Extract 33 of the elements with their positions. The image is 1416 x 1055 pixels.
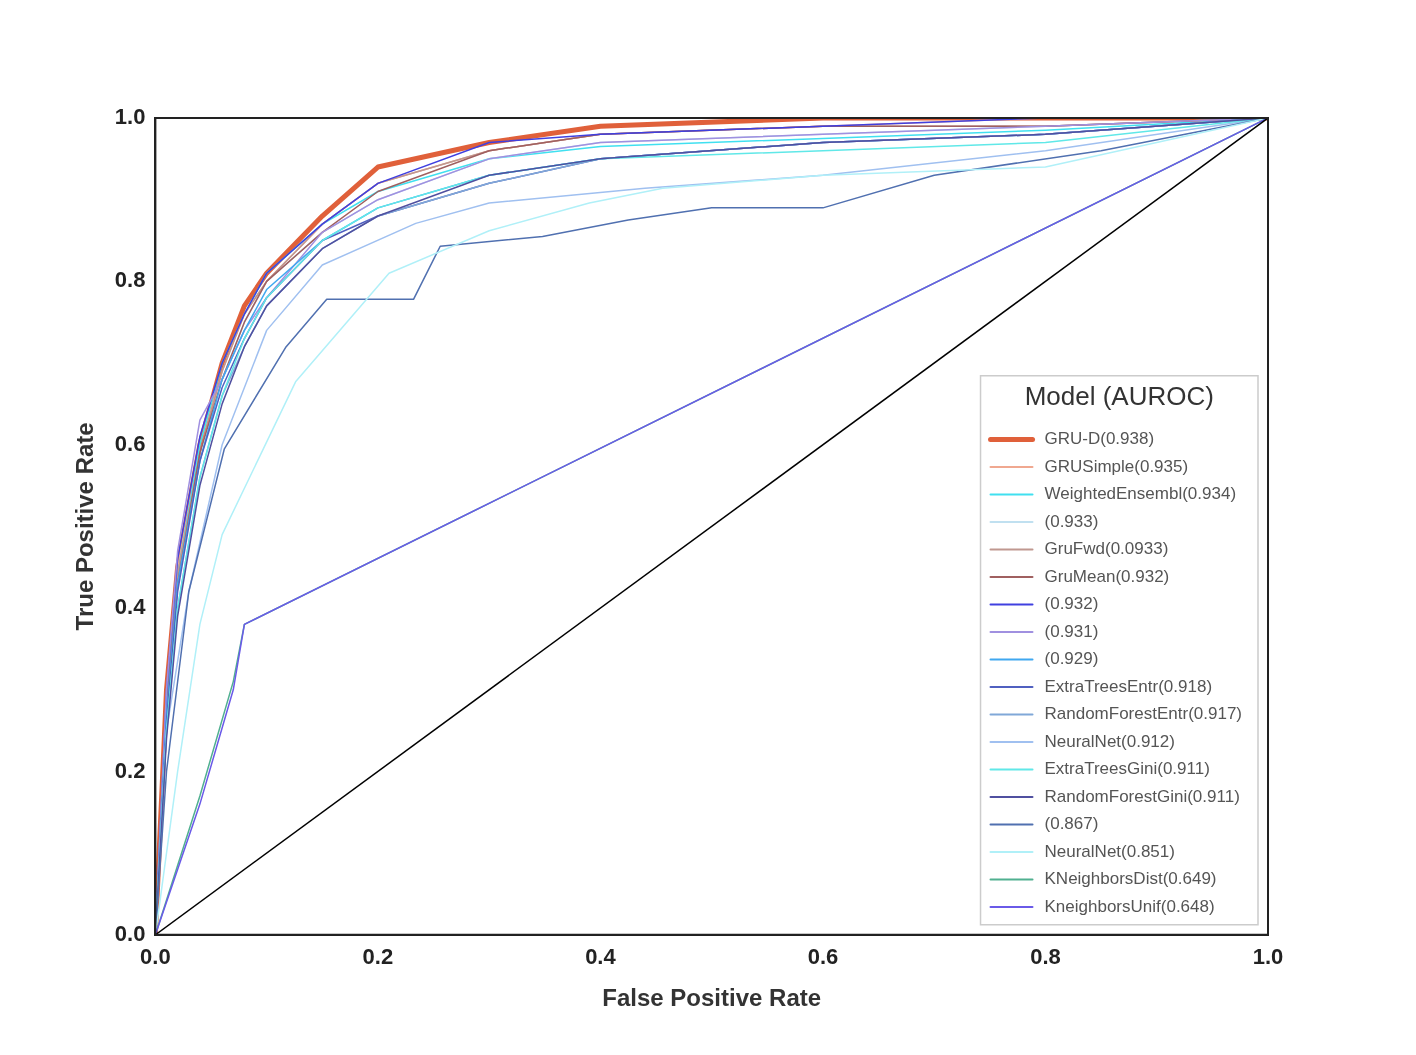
legend-label: RandomForestGini(0.911) bbox=[1044, 786, 1240, 806]
y-tick-label: 1.0 bbox=[114, 104, 146, 130]
x-tick-label: 1.0 bbox=[1252, 944, 1284, 970]
x-axis-title: False Positive Rate bbox=[602, 984, 822, 1012]
legend-label: (0.867) bbox=[1044, 814, 1099, 834]
legend-label: GRU-D(0.938) bbox=[1044, 429, 1155, 449]
legend-label: ExtraTreesGini(0.911) bbox=[1044, 759, 1210, 779]
legend-label: ExtraTreesEntr(0.918) bbox=[1044, 676, 1213, 696]
legend-label: NeuralNet(0.851) bbox=[1044, 841, 1175, 861]
y-tick-label: 0.0 bbox=[114, 920, 146, 946]
y-tick-label: 0.6 bbox=[114, 430, 146, 456]
y-tick-label: 0.2 bbox=[114, 757, 146, 783]
legend-label: RandomForestEntr(0.917) bbox=[1044, 704, 1243, 724]
legend-label: GruMean(0.932) bbox=[1044, 566, 1170, 586]
y-tick-label: 0.8 bbox=[114, 267, 146, 293]
x-tick-label: 0.4 bbox=[585, 944, 617, 970]
x-tick-label: 0.8 bbox=[1030, 944, 1061, 970]
legend-label: KNeighborsDist(0.649) bbox=[1044, 869, 1217, 889]
legend-label: (0.932) bbox=[1044, 594, 1099, 614]
x-tick-label: 0.0 bbox=[140, 944, 171, 970]
legend-title: Model (AUROC) bbox=[1024, 380, 1214, 411]
legend-label: WeightedEnsembl(0.934) bbox=[1044, 484, 1237, 504]
x-tick-label: 0.6 bbox=[807, 944, 839, 970]
legend-label: (0.929) bbox=[1044, 649, 1099, 669]
legend-label: GRUSimple(0.935) bbox=[1044, 456, 1189, 476]
legend-label: (0.931) bbox=[1044, 621, 1099, 641]
x-tick-label: 0.2 bbox=[362, 944, 394, 970]
legend-label: (0.933) bbox=[1044, 511, 1099, 531]
legend-label: NeuralNet(0.912) bbox=[1044, 731, 1175, 751]
y-axis-title: True Positive Rate bbox=[71, 422, 99, 631]
legend-label: GruFwd(0.0933) bbox=[1044, 539, 1169, 559]
legend-label: KneighborsUnif(0.648) bbox=[1044, 896, 1215, 916]
y-tick-label: 0.4 bbox=[114, 594, 147, 620]
